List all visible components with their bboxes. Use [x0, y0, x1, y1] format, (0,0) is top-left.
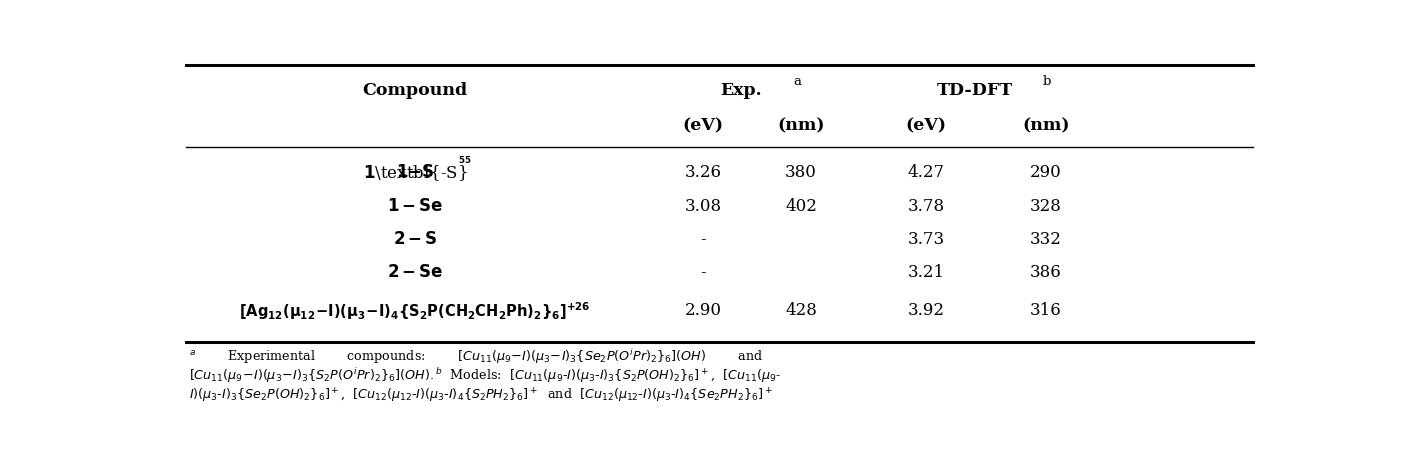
Text: $\bf{2-Se}$: $\bf{2-Se}$ — [386, 264, 444, 281]
Text: $I)(\mu_3\text{-}I)_3\{Se_2P(OH)_2\}_6]^+$,  $[Cu_{12}(\mu_{12}\text{-}I)(\mu_3\: $I)(\mu_3\text{-}I)_3\{Se_2P(OH)_2\}_6]^… — [188, 386, 772, 405]
Text: (nm): (nm) — [778, 117, 826, 135]
Text: 2.90: 2.90 — [685, 302, 722, 319]
Text: $^a$        Experimental        compounds:        $[Cu_{11}(\mu_9\!-\!I)(\mu_3\!: $^a$ Experimental compounds: $[Cu_{11}(\… — [188, 347, 762, 366]
Text: 3.08: 3.08 — [685, 198, 722, 215]
Text: 3.73: 3.73 — [908, 231, 945, 248]
Text: $\bf{[Ag_{12}(\mu_{12}\!-\!I)(\mu_3\!-\!I)_4\{S_2P(CH_2CH_2Ph)_2\}_6]^{+26}}$: $\bf{[Ag_{12}(\mu_{12}\!-\!I)(\mu_3\!-\!… — [239, 300, 591, 322]
Text: 3.92: 3.92 — [908, 302, 945, 319]
Text: -: - — [701, 264, 706, 281]
Text: (nm): (nm) — [1022, 117, 1070, 135]
Text: 316: 316 — [1031, 302, 1061, 319]
Text: 402: 402 — [785, 198, 817, 215]
Text: b: b — [1043, 75, 1052, 88]
Text: 290: 290 — [1031, 164, 1061, 182]
Text: 3.21: 3.21 — [908, 264, 945, 281]
Text: 4.27: 4.27 — [908, 164, 945, 182]
Text: 3.78: 3.78 — [908, 198, 945, 215]
Text: $\bf{2-S}$: $\bf{2-S}$ — [393, 231, 437, 248]
Text: Compound: Compound — [362, 82, 468, 100]
Text: $[Cu_{11}(\mu_9\!-\!I)(\mu_3\!-\!I)_3\{S_2P(O^iPr)_2\}_6](OH).^b$  Models:  $[Cu: $[Cu_{11}(\mu_9\!-\!I)(\mu_3\!-\!I)_3\{S… — [188, 366, 781, 386]
Text: 3.26: 3.26 — [685, 164, 722, 182]
Text: $\bf{1}$$\bf{-S}$: $\bf{1}$$\bf{-S}$ — [396, 164, 434, 182]
Text: Exp.: Exp. — [720, 82, 762, 100]
Text: (eV): (eV) — [906, 117, 946, 135]
Text: $\bf{1-Se}$: $\bf{1-Se}$ — [386, 198, 444, 215]
Text: a: a — [793, 75, 802, 88]
Text: 428: 428 — [785, 302, 817, 319]
Text: $^{\bf{55}}$: $^{\bf{55}}$ — [458, 156, 472, 169]
Text: 380: 380 — [785, 164, 817, 182]
Text: $\mathbf{1}$\textbf{-S}: $\mathbf{1}$\textbf{-S} — [362, 163, 468, 183]
Text: (eV): (eV) — [682, 117, 723, 135]
Text: 332: 332 — [1031, 231, 1061, 248]
Text: 328: 328 — [1031, 198, 1061, 215]
Text: 386: 386 — [1031, 264, 1061, 281]
Text: -: - — [701, 231, 706, 248]
Text: TD-DFT: TD-DFT — [938, 82, 1014, 100]
